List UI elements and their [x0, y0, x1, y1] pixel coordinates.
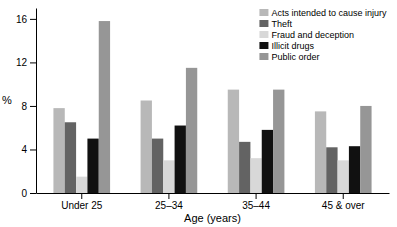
bar [76, 177, 87, 193]
y-axis-line [36, 9, 37, 194]
y-tick-label: 12 [16, 57, 28, 68]
bar [326, 147, 337, 193]
x-tick-label: 25–34 [155, 200, 183, 211]
x-tick-label: 35–44 [242, 200, 270, 211]
y-tick-mark [30, 106, 36, 107]
legend-swatch [259, 31, 268, 38]
plot-area: Under 25 25–34 35–44 45 & over 0 4 8 12 16 Age (y… [2, 8, 389, 224]
legend-item: Fraud and deception [259, 30, 354, 40]
legend: Acts intended to cause injuryTheftFraud … [259, 8, 387, 62]
bar-series [76, 158, 349, 193]
y-axis-title: % [2, 94, 12, 106]
bar [186, 68, 197, 193]
x-tick: 25–34 [155, 193, 183, 211]
y-tick: 4 [21, 144, 36, 155]
bar [250, 158, 261, 193]
y-tick-mark [30, 19, 36, 20]
bar [228, 90, 239, 193]
bar [315, 111, 326, 193]
legend-item: Acts intended to cause injury [259, 8, 387, 18]
y-tick-mark [30, 149, 36, 150]
x-tick-mark [343, 193, 344, 199]
chart-svg: Under 25 25–34 35–44 45 & over 0 4 8 12 16 Age (y… [0, 0, 397, 227]
x-tick-mark [81, 193, 82, 199]
legend-swatch [259, 20, 268, 27]
y-tick-mark [30, 193, 36, 194]
bar [65, 122, 76, 193]
bar [338, 160, 349, 193]
y-tick-label: 16 [16, 14, 28, 25]
bar [349, 146, 360, 193]
legend-item: Theft [259, 19, 292, 29]
x-axis: Under 25 25–34 35–44 45 & over [37, 193, 390, 211]
x-tick: Under 25 [61, 193, 103, 211]
y-tick-label: 0 [21, 188, 27, 199]
bar [99, 21, 110, 193]
bar [163, 160, 174, 193]
bar [152, 139, 163, 193]
bar [360, 106, 371, 193]
bar [273, 90, 284, 193]
bar [239, 142, 250, 193]
bar [175, 126, 186, 193]
legend-swatch [259, 9, 268, 16]
legend-item: Illicit drugs [259, 41, 314, 51]
y-tick-label: 4 [21, 144, 27, 155]
legend-label: Theft [271, 19, 292, 29]
legend-swatch [259, 42, 268, 49]
bars [53, 21, 371, 193]
y-tick: 16 [16, 14, 36, 25]
chart-container: Under 25 25–34 35–44 45 & over 0 4 8 12 16 Age (y… [0, 0, 397, 227]
x-axis-title: Age (years) [184, 212, 241, 224]
legend-item: Public order [259, 52, 319, 62]
x-tick-mark [256, 193, 257, 199]
legend-label: Acts intended to cause injury [271, 8, 387, 18]
bar [53, 108, 64, 193]
legend-label: Illicit drugs [271, 41, 314, 51]
x-tick: 35–44 [242, 193, 270, 211]
x-tick-label: Under 25 [61, 200, 103, 211]
y-axis: 0 4 8 12 16 [16, 9, 37, 199]
y-tick-mark [30, 62, 36, 63]
y-tick: 8 [21, 101, 36, 112]
legend-label: Public order [271, 52, 319, 62]
bar-series [99, 21, 372, 193]
x-tick-label: 45 & over [322, 200, 365, 211]
y-tick: 0 [21, 188, 36, 199]
legend-swatch [259, 53, 268, 60]
x-tick-mark [168, 193, 169, 199]
bar [141, 101, 152, 194]
legend-label: Fraud and deception [271, 30, 354, 40]
x-axis-line [37, 193, 390, 194]
bar-series [87, 126, 360, 193]
bar [262, 130, 273, 193]
y-tick: 12 [16, 57, 36, 68]
x-tick: 45 & over [322, 193, 365, 211]
y-tick-label: 8 [21, 101, 27, 112]
bar [87, 139, 98, 193]
